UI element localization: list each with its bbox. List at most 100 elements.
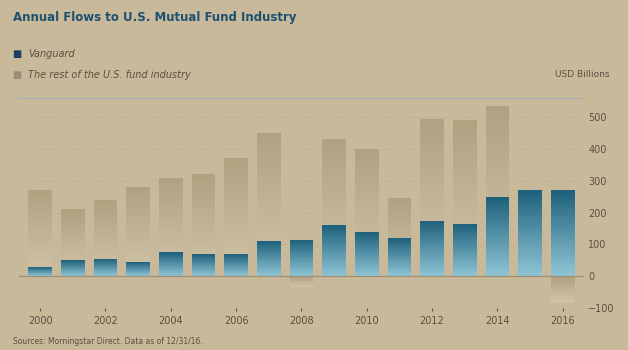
Bar xyxy=(192,230,215,232)
Bar xyxy=(551,233,575,235)
Bar xyxy=(387,201,411,202)
Bar xyxy=(453,267,477,268)
Bar xyxy=(355,234,379,235)
Bar xyxy=(126,214,150,215)
Bar xyxy=(355,168,379,170)
Bar xyxy=(290,261,313,262)
Bar xyxy=(453,164,477,167)
Bar xyxy=(257,254,281,255)
Bar xyxy=(453,236,477,237)
Bar xyxy=(257,219,281,221)
Bar xyxy=(453,123,477,125)
Bar xyxy=(322,238,346,239)
Bar xyxy=(322,268,346,270)
Bar xyxy=(192,224,215,225)
Bar xyxy=(257,245,281,247)
Bar xyxy=(322,239,346,240)
Bar xyxy=(126,244,150,245)
Bar xyxy=(192,193,215,195)
Bar xyxy=(290,273,313,274)
Bar xyxy=(355,265,379,266)
Bar xyxy=(518,250,542,252)
Bar xyxy=(159,193,183,194)
Bar xyxy=(387,225,411,227)
Bar xyxy=(485,154,509,157)
Bar xyxy=(420,251,444,252)
Bar xyxy=(485,231,509,234)
Bar xyxy=(224,262,248,264)
Bar xyxy=(453,237,477,238)
Bar xyxy=(485,224,509,226)
Bar xyxy=(159,232,183,233)
Bar xyxy=(322,185,346,187)
Bar xyxy=(290,269,313,270)
Bar xyxy=(290,253,313,254)
Bar xyxy=(387,257,411,258)
Bar xyxy=(322,226,346,227)
Bar xyxy=(159,215,183,217)
Bar xyxy=(420,231,444,232)
Bar xyxy=(322,240,346,242)
Bar xyxy=(453,243,477,244)
Bar xyxy=(322,270,346,272)
Bar xyxy=(453,237,477,240)
Bar xyxy=(192,270,215,271)
Bar xyxy=(420,266,444,267)
Bar xyxy=(420,220,444,222)
Bar xyxy=(224,264,248,266)
Bar xyxy=(485,271,509,273)
Bar xyxy=(355,274,379,275)
Bar xyxy=(159,272,183,273)
Bar xyxy=(28,208,52,209)
Bar xyxy=(192,217,215,218)
Bar xyxy=(420,182,444,184)
Bar xyxy=(28,216,52,217)
Bar xyxy=(355,185,379,187)
Bar xyxy=(257,244,281,245)
Text: ■: ■ xyxy=(13,70,22,80)
Bar xyxy=(420,142,444,145)
Bar xyxy=(257,248,281,249)
Bar xyxy=(322,229,346,230)
Bar xyxy=(453,274,477,276)
Bar xyxy=(257,271,281,274)
Bar xyxy=(453,177,477,180)
Bar xyxy=(257,252,281,255)
Bar xyxy=(257,162,281,164)
Bar xyxy=(322,151,346,153)
Bar xyxy=(420,205,444,208)
Bar xyxy=(322,274,346,276)
Bar xyxy=(453,241,477,242)
Bar xyxy=(257,259,281,262)
Bar xyxy=(290,271,313,272)
Bar xyxy=(192,258,215,259)
Bar xyxy=(387,274,411,275)
Bar xyxy=(322,271,346,272)
Bar xyxy=(453,244,477,245)
Bar xyxy=(485,274,509,275)
Bar xyxy=(322,262,346,264)
Bar xyxy=(420,127,444,129)
Bar xyxy=(126,220,150,221)
Bar xyxy=(28,239,52,240)
Bar xyxy=(192,174,215,176)
Bar xyxy=(387,252,411,253)
Bar xyxy=(420,216,444,218)
Bar xyxy=(322,265,346,267)
Bar xyxy=(224,199,248,202)
Bar xyxy=(518,222,542,223)
Bar xyxy=(485,210,509,211)
Bar xyxy=(518,249,542,250)
Bar xyxy=(61,237,85,238)
Bar xyxy=(453,214,477,216)
Bar xyxy=(224,266,248,268)
Bar xyxy=(224,270,248,272)
Bar xyxy=(257,251,281,252)
Bar xyxy=(192,227,215,229)
Bar xyxy=(322,273,346,274)
Bar xyxy=(387,232,411,233)
Bar xyxy=(192,262,215,263)
Bar xyxy=(485,217,509,218)
Bar xyxy=(420,257,444,258)
Bar xyxy=(322,264,346,265)
